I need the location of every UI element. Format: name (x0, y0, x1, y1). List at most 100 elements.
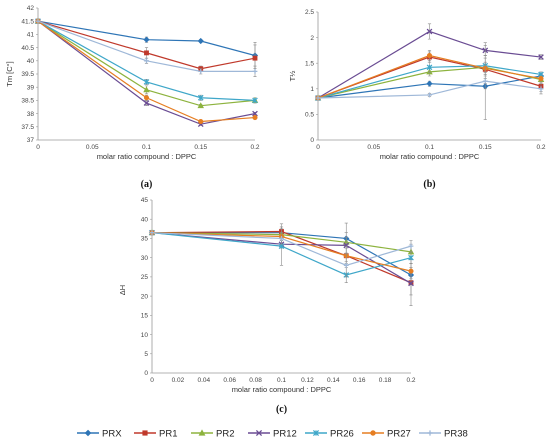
data-point (198, 68, 204, 74)
legend-label: PR38 (444, 428, 468, 439)
legend-label: PR2 (216, 428, 234, 439)
y-axis-label: Tm [C°] (5, 61, 14, 87)
x-tick-label: 0.12 (301, 377, 314, 384)
series-line (317, 30, 542, 99)
legend-marker (84, 429, 92, 437)
series-line (151, 230, 412, 284)
data-point (252, 55, 258, 61)
x-tick-label: 0.2 (406, 377, 415, 384)
y-tick-label: 35 (141, 236, 149, 243)
data-point (198, 118, 204, 125)
data-point (143, 79, 150, 85)
series-line (37, 20, 256, 123)
data-point (252, 68, 258, 74)
series-line (151, 232, 412, 272)
data-point (482, 78, 488, 84)
legend-label: PR1 (159, 428, 177, 439)
legend-item-pr1: PR1 (134, 428, 177, 439)
y-tick-label: 38.5 (21, 98, 34, 105)
y-tick-label: 41 (27, 32, 35, 39)
series-line (317, 65, 542, 99)
y-tick-label: 45 (141, 197, 149, 204)
data-point (408, 280, 414, 287)
legend-item-pr26: PR26 (305, 428, 354, 439)
y-tick-label: 40.5 (21, 45, 34, 52)
legend-item-prx: PRX (77, 428, 122, 439)
x-tick-label: 0.05 (367, 144, 380, 151)
legend-item-pr2: PR2 (191, 428, 234, 439)
y-tick-label: 37 (27, 137, 35, 144)
legend-label: PR26 (330, 428, 354, 439)
panel-label: (b) (423, 179, 435, 190)
data-point (143, 86, 150, 93)
legend-label: PRX (102, 428, 122, 439)
chart-a-tm: 37 37.5 38 38.5 39 39.5 40 40.5 41 41.5 42 0 0.05 0.1… (5, 5, 260, 190)
legend-marker (370, 430, 376, 436)
x-tick-label: 0.14 (327, 377, 340, 384)
data-point (408, 268, 414, 274)
data-point (279, 236, 284, 241)
legend-label: PR12 (273, 428, 297, 439)
y-tick-label: 40 (141, 216, 149, 223)
y-tick-label: 25 (141, 274, 149, 281)
x-tick-label: 0.08 (249, 377, 262, 384)
chart-c-delta-h: 0 5 10 15 20 25 30 35 40 45 0 0.02 0.04 0.06 0.08 0.1 0.… (118, 197, 416, 415)
data-point (197, 94, 204, 101)
data-point (144, 58, 149, 64)
x-tick-label: 0.15 (479, 144, 492, 151)
y-tick-label: 10 (141, 332, 149, 339)
panel-label: (c) (276, 404, 287, 415)
legend: PRX PR1 PR2 PR12 PR26 PR27 PR38 (77, 428, 468, 439)
x-tick-label: 0.1 (142, 144, 151, 151)
legend-marker (255, 429, 263, 437)
data-point (538, 76, 544, 82)
data-point (252, 110, 258, 117)
y-tick-label: 1 (310, 86, 314, 93)
series-pr27 (315, 50, 544, 101)
y-tick-label: 2.5 (305, 9, 314, 16)
legend-item-pr27: PR27 (362, 428, 411, 439)
y-tick-label: 0 (144, 370, 148, 377)
data-point (143, 36, 150, 43)
data-point (426, 64, 433, 71)
data-point (278, 243, 285, 249)
y-tick-label: 2 (310, 35, 314, 42)
series-line (151, 232, 412, 276)
data-point (427, 92, 432, 98)
series-line (317, 75, 542, 99)
data-point (35, 18, 41, 24)
data-point (149, 230, 155, 236)
x-tick-label: 0.2 (250, 144, 259, 151)
data-point (343, 242, 350, 249)
y-tick-label: 1.5 (305, 60, 314, 67)
y-tick-label: 40 (27, 58, 35, 65)
x-tick-label: 0.18 (379, 377, 392, 384)
x-axis-label: molar ratio compound : DPPC (380, 152, 480, 161)
series-pr12 (315, 23, 544, 101)
y-tick-label: 20 (141, 293, 149, 300)
data-point (197, 102, 204, 109)
y-tick-label: 38 (27, 111, 35, 118)
series-line (317, 80, 542, 99)
x-tick-label: 0 (316, 144, 320, 151)
series-line (151, 232, 412, 284)
data-point (252, 115, 258, 121)
legend-marker (142, 430, 148, 436)
data-point (408, 254, 414, 261)
data-point (143, 100, 150, 106)
legend-item-pr38: PR38 (419, 428, 468, 439)
data-point (144, 50, 149, 56)
x-tick-label: 0.2 (536, 144, 545, 151)
series-pr38 (315, 42, 544, 120)
x-tick-label: 0.02 (172, 377, 185, 384)
legend-marker (198, 429, 206, 436)
series-line (37, 20, 256, 57)
data-point (197, 37, 204, 45)
series-line (317, 56, 542, 99)
x-tick-label: 0.1 (277, 377, 286, 384)
series-line (37, 20, 256, 101)
y-tick-label: 30 (141, 255, 149, 262)
series-pr38 (35, 18, 258, 77)
x-tick-label: 0 (150, 377, 154, 384)
